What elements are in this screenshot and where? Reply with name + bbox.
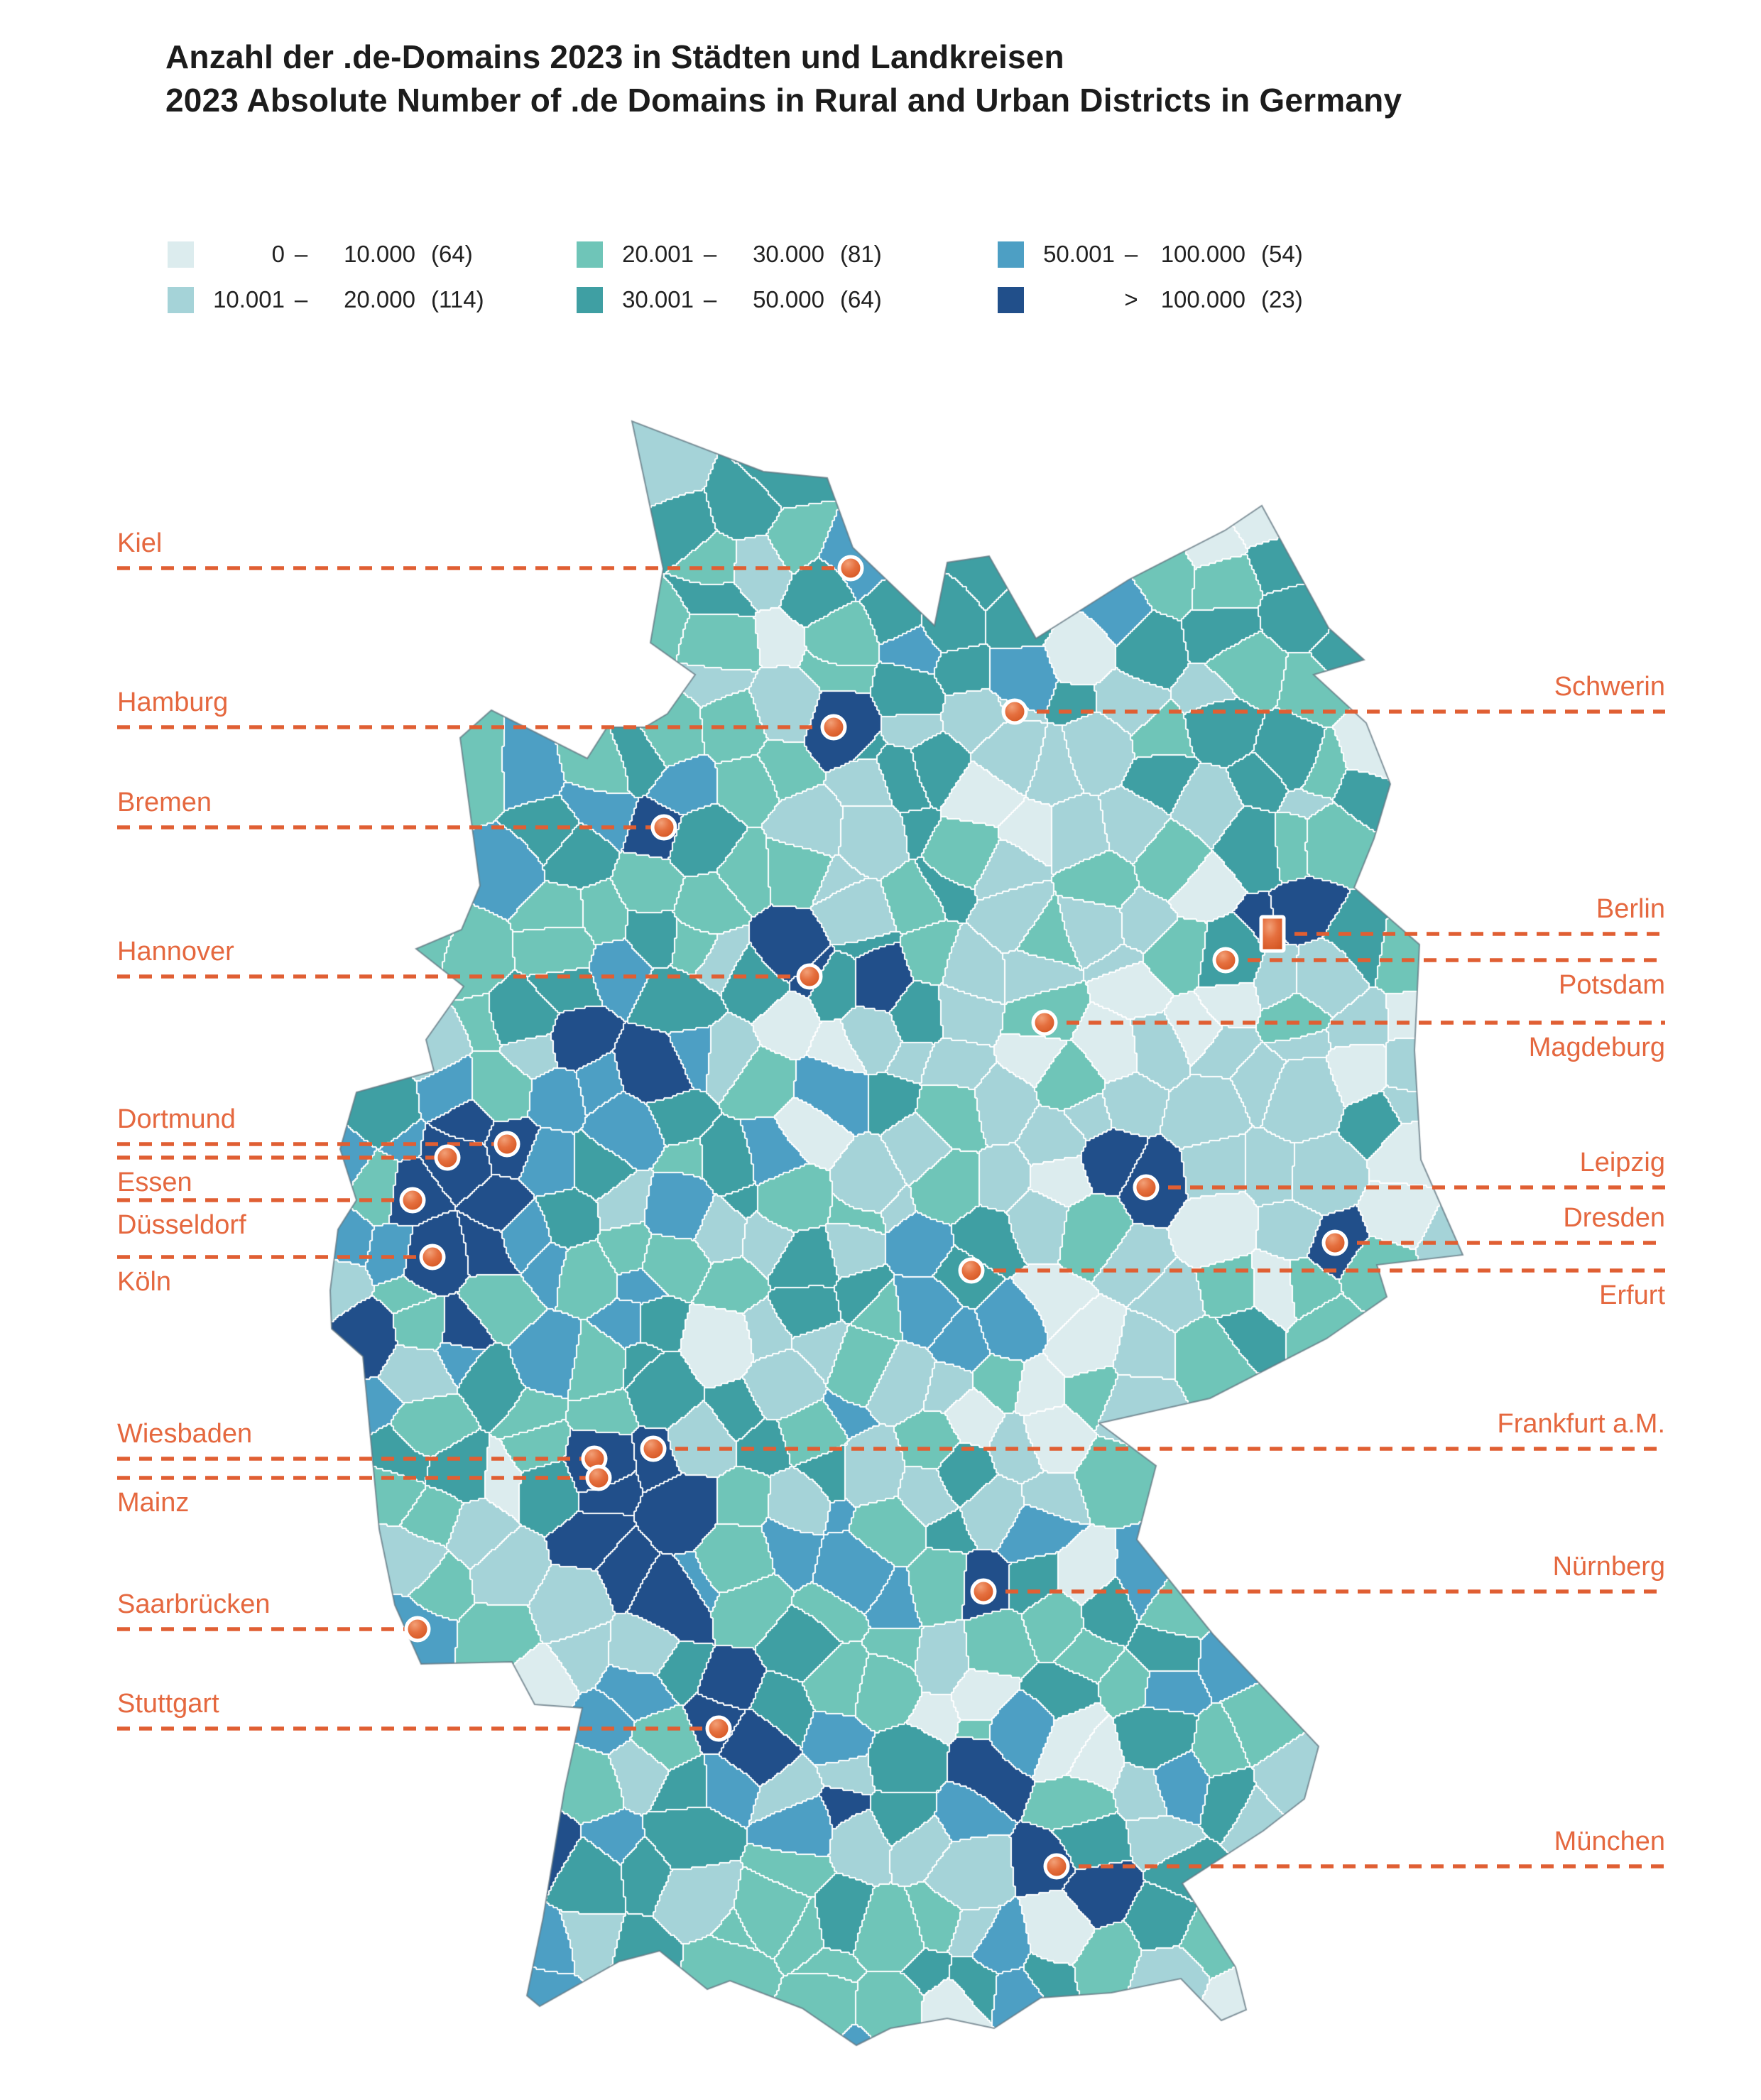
city-label: Bremen [117,788,212,817]
city-label: Hamburg [117,687,229,717]
city-marker-dot[interactable] [494,1131,520,1158]
city-label: Köln [117,1267,172,1297]
city-marker-dot[interactable] [1212,947,1239,974]
city-label: Wiesbaden [117,1419,253,1449]
city-label: Dresden [1563,1203,1665,1233]
city-label: Berlin [1596,894,1665,924]
city-marker-dot[interactable] [1043,1853,1070,1880]
city-marker-dot[interactable] [640,1435,667,1462]
city-label: Magdeburg [1528,1033,1665,1062]
city-marker-dot[interactable] [1321,1229,1348,1256]
city-marker-dot[interactable] [837,555,864,582]
city-label: Leipzig [1579,1148,1665,1177]
city-label: Düsseldorf [117,1210,246,1240]
city-marker-dot[interactable] [1001,698,1028,725]
city-marker-dot[interactable] [796,963,823,990]
city-label: Potsdam [1559,970,1665,1000]
city-label: Saarbrücken [117,1589,271,1619]
city-marker-dot[interactable] [419,1244,446,1271]
city-marker-dot[interactable] [1133,1174,1160,1201]
city-marker-dot[interactable] [404,1616,431,1643]
city-label: Nürnberg [1552,1552,1665,1582]
city-marker-dot[interactable] [399,1187,426,1214]
city-label: Schwerin [1554,672,1665,702]
city-marker-dot[interactable] [1031,1009,1058,1036]
city-marker-dot[interactable] [434,1144,461,1171]
city-label: Hannover [117,937,234,967]
city-marker-dot[interactable] [585,1464,612,1491]
city-label: Erfurt [1599,1280,1665,1310]
city-label: Kiel [117,528,163,558]
city-marker-square[interactable] [1259,915,1286,953]
city-marker-dot[interactable] [705,1715,732,1742]
city-label: Frankfurt a.M. [1497,1409,1666,1439]
city-label: Dortmund [117,1104,236,1134]
city-marker-dot[interactable] [970,1578,997,1605]
city-label: Mainz [117,1488,190,1518]
city-label: Essen [117,1168,192,1197]
city-marker-dot[interactable] [820,714,847,741]
city-marker-dot[interactable] [958,1257,985,1284]
city-label: Stuttgart [117,1689,219,1719]
city-marker-dot[interactable] [650,814,677,841]
city-label: München [1554,1827,1665,1856]
